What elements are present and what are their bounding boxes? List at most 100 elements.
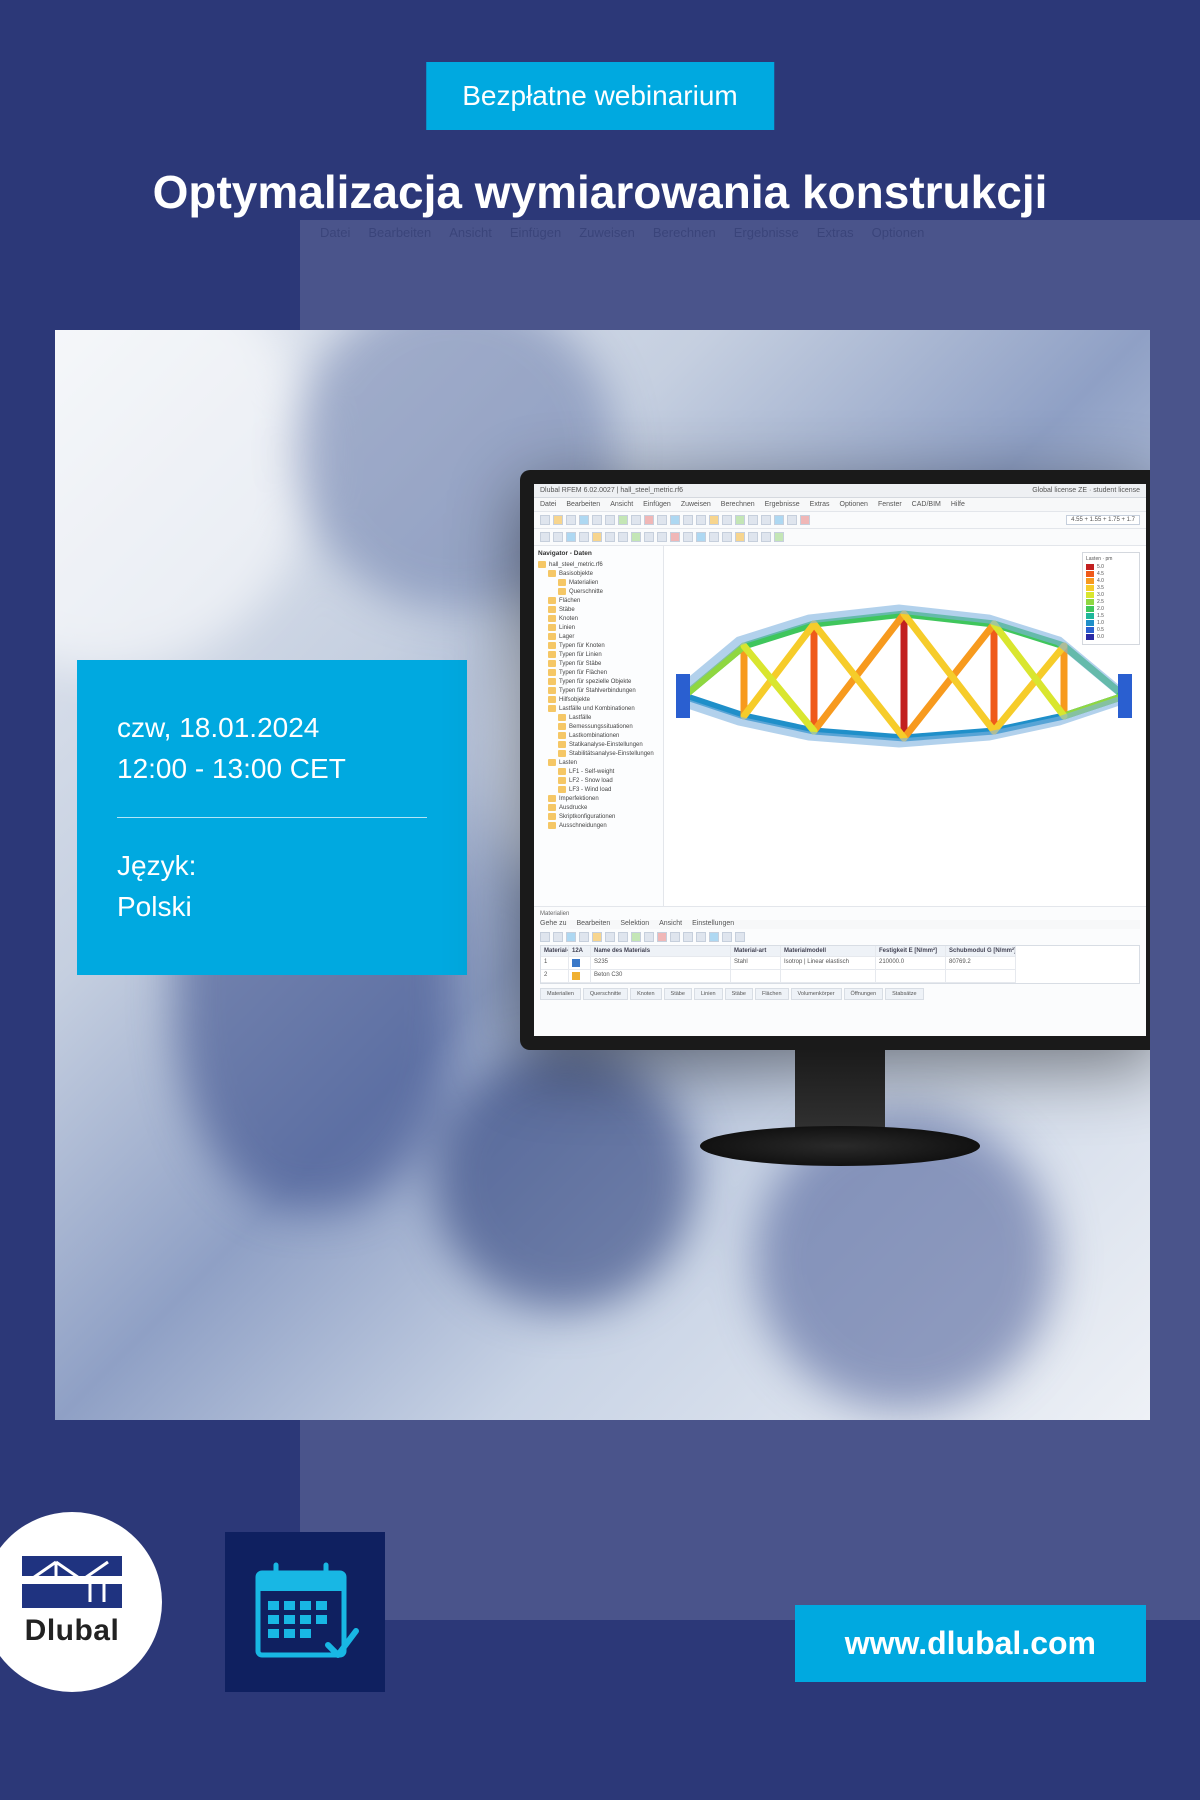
menu-item[interactable]: Hilfe: [951, 501, 965, 508]
menu-item[interactable]: Datei: [540, 501, 556, 508]
nav-item[interactable]: Lastkombinationen: [538, 731, 659, 740]
submenu-item[interactable]: Selektion: [620, 920, 649, 927]
menu-item[interactable]: Fenster: [878, 501, 902, 508]
menu-item[interactable]: Ergebnisse: [765, 501, 800, 508]
menu-item[interactable]: Einfügen: [643, 501, 671, 508]
table-cell[interactable]: 210000.0: [876, 957, 946, 970]
nav-item[interactable]: Knoten: [538, 614, 659, 623]
model-viewport[interactable]: Lasten · pm 5.04.54.03.53.02.52.01.51.00…: [664, 546, 1146, 906]
screenshot-body: Navigator - Daten hall_steel_metric.rf6B…: [534, 546, 1146, 906]
bottom-tab[interactable]: Volumenkörper: [791, 988, 842, 1000]
table-header: Schubmodul G [N/mm²]: [946, 946, 1016, 957]
nav-item[interactable]: Linien: [538, 623, 659, 632]
bottom-tab[interactable]: Querschnitte: [583, 988, 628, 1000]
submenu-item[interactable]: Bearbeiten: [576, 920, 610, 927]
table-header: Materialmodell: [781, 946, 876, 957]
nav-item[interactable]: Hilfsobjekte: [538, 695, 659, 704]
table-toolbar[interactable]: [540, 932, 1140, 942]
nav-item[interactable]: Materialien: [538, 578, 659, 587]
bottom-tab[interactable]: Öffnungen: [844, 988, 884, 1000]
toolbar-row-1[interactable]: 4.55 + 1.55 + 1.75 + 1.7: [534, 512, 1146, 529]
nav-item[interactable]: Lastfälle: [538, 713, 659, 722]
table-cell[interactable]: [569, 970, 591, 983]
monitor-stand-base: [700, 1126, 980, 1166]
bottom-tab[interactable]: Flächen: [755, 988, 789, 1000]
nav-item[interactable]: LF1 - Self-weight: [538, 767, 659, 776]
table-cell[interactable]: [876, 970, 946, 983]
info-time: 12:00 - 13:00 CET: [117, 749, 427, 790]
bottom-tabs[interactable]: MaterialienQuerschnitteKnotenStäbeLinien…: [540, 988, 1140, 1000]
window-titlebar: Dlubal RFEM 6.02.0027 | hall_steel_metri…: [534, 484, 1146, 498]
menu-item[interactable]: Bearbeiten: [566, 501, 600, 508]
legend-title: Lasten · pm: [1086, 556, 1136, 562]
brand-logo: Dlubal: [0, 1512, 162, 1692]
nav-item[interactable]: Bemessungssituationen: [538, 722, 659, 731]
menu-item[interactable]: Berechnen: [721, 501, 755, 508]
table-header: Material-art: [731, 946, 781, 957]
table-header: Name des Materials: [591, 946, 731, 957]
submenu-item[interactable]: Ansicht: [659, 920, 682, 927]
table-cell[interactable]: 2: [541, 970, 569, 983]
table-cell[interactable]: [731, 970, 781, 983]
bottom-tab[interactable]: Stabsätze: [885, 988, 923, 1000]
menu-bar[interactable]: Datei Bearbeiten Ansicht Einfügen Zuweisen Be…: [534, 498, 1146, 512]
nav-item[interactable]: Typen für Stäbe: [538, 659, 659, 668]
nav-item[interactable]: Ausdrucke: [538, 803, 659, 812]
nav-item[interactable]: Basisobjekte: [538, 569, 659, 578]
table-cell[interactable]: Isotrop | Linear elastisch: [781, 957, 876, 970]
nav-item[interactable]: LF2 - Snow load: [538, 776, 659, 785]
info-divider: [117, 817, 427, 818]
table-cell[interactable]: [569, 957, 591, 970]
nav-item[interactable]: Lasten: [538, 758, 659, 767]
menu-item[interactable]: Zuweisen: [681, 501, 711, 508]
nav-item[interactable]: Typen für Linien: [538, 650, 659, 659]
table-cell[interactable]: Beton C30: [591, 970, 731, 983]
menu-item[interactable]: CAD/BIM: [912, 501, 941, 508]
materials-table[interactable]: Material-Nr.12AName des MaterialsMateria…: [540, 945, 1140, 984]
nav-item[interactable]: Imperfektionen: [538, 794, 659, 803]
website-url[interactable]: www.dlubal.com: [795, 1605, 1146, 1682]
table-cell[interactable]: 1: [541, 957, 569, 970]
info-language-value: Polski: [117, 887, 427, 928]
nav-item[interactable]: Statikanalyse-Einstellungen: [538, 740, 659, 749]
bottom-tab[interactable]: Knoten: [630, 988, 661, 1000]
bg-menu-item: Extras: [817, 225, 854, 250]
nav-item[interactable]: Stäbe: [538, 605, 659, 614]
search-field[interactable]: 4.55 + 1.55 + 1.75 + 1.7: [1066, 515, 1140, 525]
bottom-tab[interactable]: Stäbe: [664, 988, 692, 1000]
nav-item[interactable]: Ausschneidungen: [538, 821, 659, 830]
nav-item[interactable]: Flächen: [538, 596, 659, 605]
submenu-item[interactable]: Gehe zu: [540, 920, 566, 927]
table-cell[interactable]: Stahl: [731, 957, 781, 970]
table-cell[interactable]: [946, 970, 1016, 983]
nav-item[interactable]: LF3 - Wind load: [538, 785, 659, 794]
nav-item[interactable]: Lager: [538, 632, 659, 641]
bottom-tab[interactable]: Materialien: [540, 988, 581, 1000]
bottom-tab[interactable]: Linien: [694, 988, 723, 1000]
nav-item[interactable]: Typen für spezielle Objekte: [538, 677, 659, 686]
nav-item[interactable]: Typen für Flächen: [538, 668, 659, 677]
menu-item[interactable]: Extras: [810, 501, 830, 508]
toolbar-row-2[interactable]: [534, 529, 1146, 546]
submenu-item[interactable]: Einstellungen: [692, 920, 734, 927]
table-cell[interactable]: 80769.2: [946, 957, 1016, 970]
menu-item[interactable]: Ansicht: [610, 501, 633, 508]
bg-menu-item: Zuweisen: [579, 225, 635, 250]
bg-menu-item: Bearbeiten: [368, 225, 431, 250]
nav-item[interactable]: Querschnitte: [538, 587, 659, 596]
table-cell[interactable]: [781, 970, 876, 983]
nav-item[interactable]: hall_steel_metric.rf6: [538, 560, 659, 569]
table-cell[interactable]: S235: [591, 957, 731, 970]
nav-item[interactable]: Typen für Knoten: [538, 641, 659, 650]
window-title-right: Global license ZE · student license: [1032, 487, 1140, 494]
nav-item[interactable]: Typen für Stahlverbindungen: [538, 686, 659, 695]
bottom-panel[interactable]: Materialien Gehe zu Bearbeiten Selektion An…: [534, 906, 1146, 1036]
menu-item[interactable]: Optionen: [840, 501, 868, 508]
bottom-tab[interactable]: Stäbe: [725, 988, 753, 1000]
nav-item[interactable]: Skriptkonfigurationen: [538, 812, 659, 821]
nav-item[interactable]: Lastfälle und Kombinationen: [538, 704, 659, 713]
nav-item[interactable]: Stabilitätsanalyse-Einstellungen: [538, 749, 659, 758]
calendar-icon: [250, 1557, 360, 1667]
navigator-panel[interactable]: Navigator - Daten hall_steel_metric.rf6B…: [534, 546, 664, 906]
bottom-submenu[interactable]: Gehe zu Bearbeiten Selektion Ansicht Einstel…: [540, 920, 1140, 929]
